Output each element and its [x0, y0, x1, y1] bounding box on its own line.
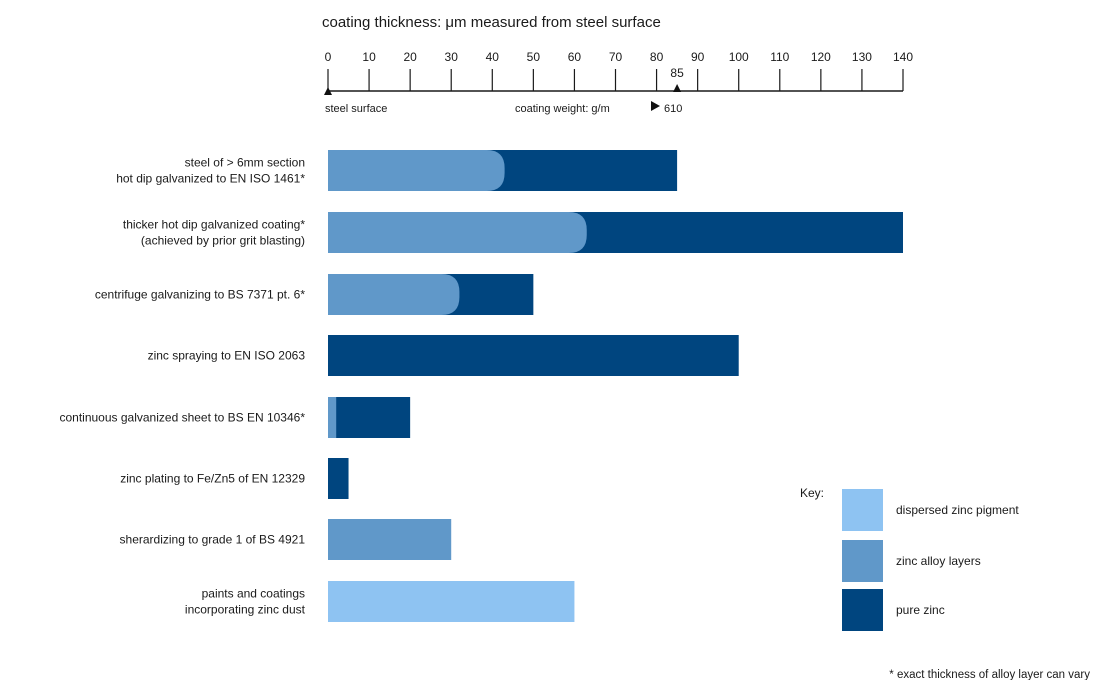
bar-segment: [328, 335, 739, 376]
bars: [328, 150, 903, 622]
tick-label: 110: [770, 50, 789, 64]
category-label: (achieved by prior grit blasting): [141, 234, 305, 248]
tick-label: 90: [691, 50, 705, 64]
tick-label: 30: [445, 50, 459, 64]
steel-surface-label: steel surface: [325, 103, 387, 115]
category-label: zinc spraying to EN ISO 2063: [148, 349, 306, 363]
category-label: continuous galvanized sheet to BS EN 103…: [59, 411, 305, 425]
axis-title: coating thickness: μm measured from stee…: [322, 14, 661, 31]
legend-label: dispersed zinc pigment: [896, 503, 1019, 517]
footnote: * exact thickness of alloy layer can var…: [889, 669, 1090, 680]
x-axis: 0 10 20 30 40 50 60 70 80 90 100 110 120 130 140 steel …: [324, 50, 913, 115]
legend-swatch: [842, 589, 883, 631]
coating-weight-arrow: [651, 101, 660, 111]
tick-label: 130: [852, 50, 872, 64]
tick-label: 120: [811, 50, 831, 64]
tick-label: 80: [650, 50, 664, 64]
tick-label: 50: [527, 50, 541, 64]
category-label: steel of > 6mm section: [185, 156, 305, 170]
legend-title: Key:: [800, 486, 824, 500]
coating-weight-value: 610: [664, 103, 682, 115]
category-label: centrifuge galvanizing to BS 7371 pt. 6*: [95, 288, 305, 302]
bar-segment: [328, 581, 575, 622]
coating-weight-label: coating weight: g/m: [515, 103, 610, 115]
category-label: zinc plating to Fe/Zn5 of EN 12329: [120, 472, 305, 486]
category-label: incorporating zinc dust: [185, 603, 306, 617]
tick-label: 140: [893, 50, 913, 64]
bar-segment: [328, 150, 505, 191]
legend: Key: dispersed zinc pigment zinc alloy la…: [800, 486, 1019, 631]
tick-label: 70: [609, 50, 623, 64]
tick-label: 60: [568, 50, 582, 64]
bar-segment: [328, 212, 587, 253]
tick-label: 0: [325, 50, 332, 64]
category-label: thicker hot dip galvanized coating*: [123, 218, 305, 232]
legend-label: zinc alloy layers: [896, 554, 981, 568]
legend-label: pure zinc: [896, 603, 945, 617]
tick-label: 40: [486, 50, 500, 64]
category-labels: steel of > 6mm section hot dip galvanized…: [59, 156, 305, 617]
category-label: hot dip galvanized to EN ISO 1461*: [116, 172, 305, 186]
legend-swatch: [842, 540, 883, 582]
marker-85-label: 85: [670, 66, 684, 80]
legend-swatch: [842, 489, 883, 531]
steel-surface-marker: [324, 87, 332, 95]
bar-segment: [328, 397, 337, 438]
marker-85: [673, 84, 682, 92]
tick-label: 20: [403, 50, 417, 64]
bar-segment: [328, 519, 452, 560]
tick-label: 10: [362, 50, 376, 64]
bar-segment: [328, 397, 411, 438]
tick-label: 100: [729, 50, 749, 64]
category-label: paints and coatings: [202, 587, 305, 601]
category-label: sherardizing to grade 1 of BS 4921: [120, 533, 306, 547]
bar-segment: [328, 274, 460, 315]
bar-segment: [328, 458, 349, 499]
